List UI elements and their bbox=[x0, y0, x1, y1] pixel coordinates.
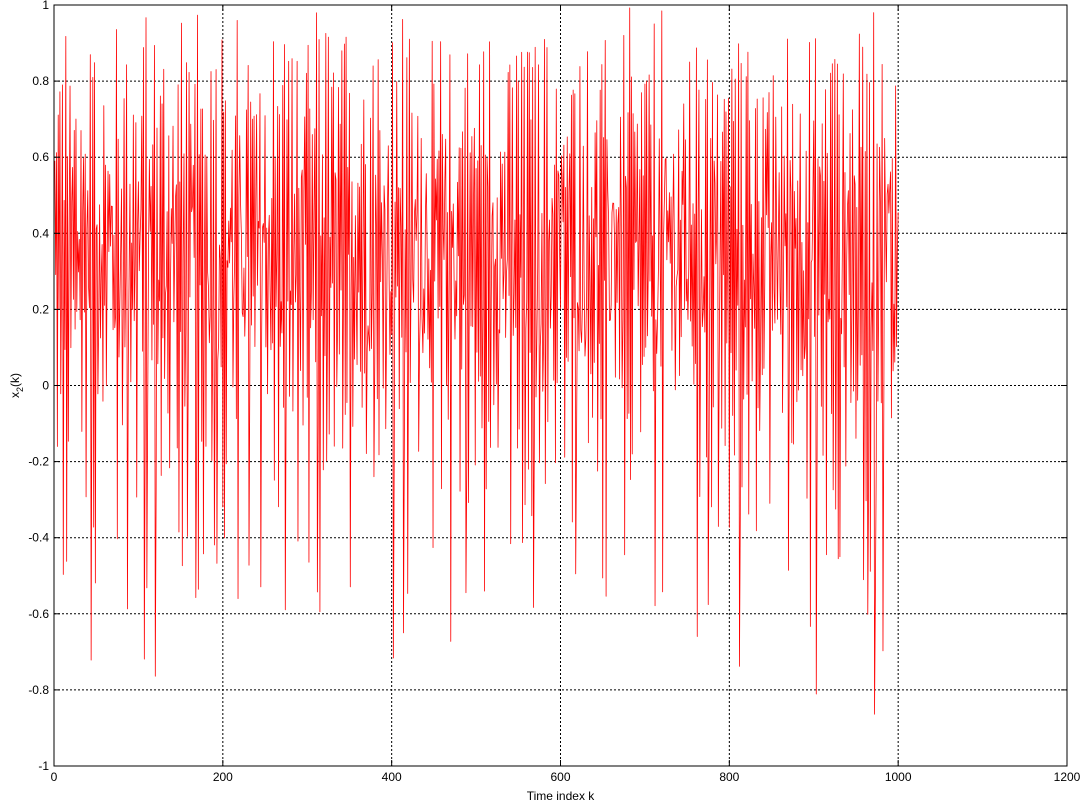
y-tick-label: -1 bbox=[38, 759, 49, 773]
y-tick-label: -0.2 bbox=[28, 455, 49, 469]
y-axis-label-subscript: 2 bbox=[15, 387, 25, 392]
x-tick-label: 1200 bbox=[1054, 770, 1081, 784]
x-axis-ticks: 0 200 400 600 800 1000 1200 bbox=[51, 5, 1081, 784]
x-tick-label: 0 bbox=[51, 770, 58, 784]
y-tick-label: 0.8 bbox=[32, 74, 49, 88]
y-tick-label: -0.8 bbox=[28, 683, 49, 697]
y-tick-label: -0.4 bbox=[28, 531, 49, 545]
y-tick-label: 0.6 bbox=[32, 150, 49, 164]
y-axis-label: x2(k) bbox=[8, 373, 25, 398]
x-tick-label: 600 bbox=[550, 770, 570, 784]
y-axis-label-main: x bbox=[8, 392, 22, 398]
series-x2 bbox=[54, 7, 899, 715]
y-tick-label: 0 bbox=[42, 379, 49, 393]
y-tick-label: 0.4 bbox=[32, 226, 49, 240]
y-axis-label-suffix: (k) bbox=[8, 373, 22, 387]
series-line bbox=[54, 7, 899, 715]
y-tick-label: -0.6 bbox=[28, 607, 49, 621]
x-tick-label: 400 bbox=[382, 770, 402, 784]
y-tick-label: 0.2 bbox=[32, 302, 49, 316]
y-axis-ticks: -1 -0.8 -0.6 -0.4 -0.2 0 0.2 0.4 0.6 0.8 1 bbox=[28, 0, 1067, 773]
y-tick-label: 1 bbox=[42, 0, 49, 12]
x-tick-label: 800 bbox=[719, 770, 739, 784]
x-tick-label: 1000 bbox=[885, 770, 912, 784]
x-axis-label: Time index k bbox=[527, 789, 596, 803]
x-tick-label: 200 bbox=[213, 770, 233, 784]
